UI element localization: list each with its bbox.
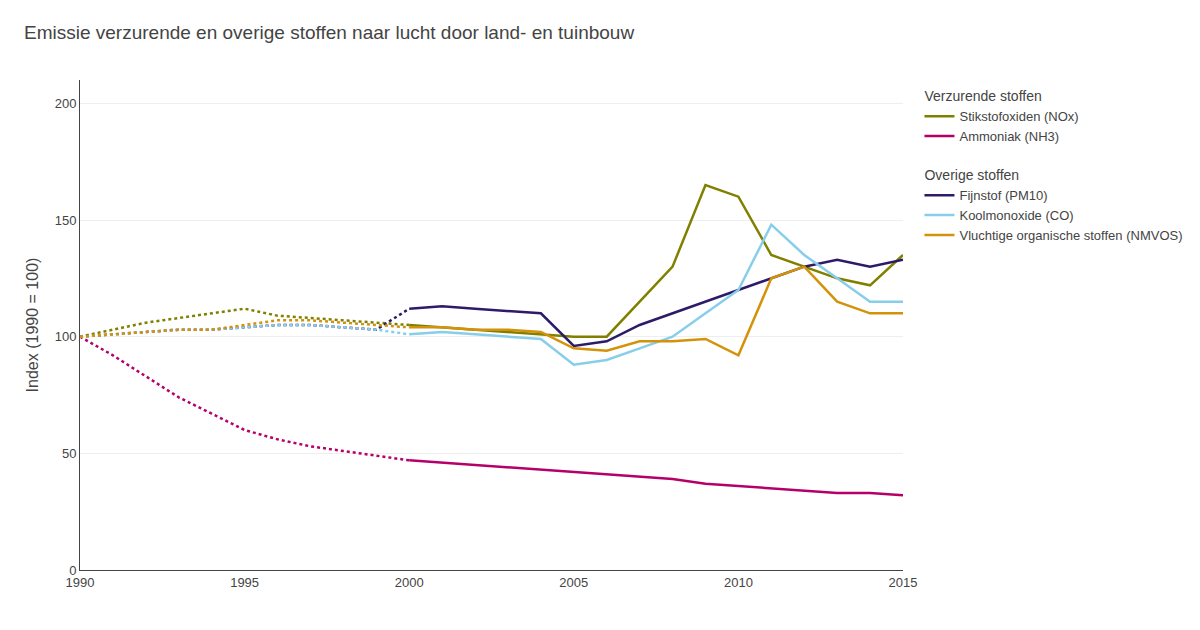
svg-text:Vluchtige organische stoffen (: Vluchtige organische stoffen (NMVOS) [959, 228, 1182, 243]
svg-text:Index (1990 = 100): Index (1990 = 100) [24, 258, 41, 393]
svg-text:Fijnstof (PM10): Fijnstof (PM10) [959, 188, 1047, 203]
svg-text:100: 100 [55, 329, 77, 344]
svg-text:50: 50 [62, 446, 76, 461]
svg-text:Overige stoffen: Overige stoffen [924, 167, 1019, 183]
svg-text:Emissie verzurende en overige: Emissie verzurende en overige stoffen na… [24, 22, 634, 43]
svg-text:150: 150 [55, 213, 77, 228]
svg-text:2015: 2015 [889, 575, 918, 590]
svg-text:2005: 2005 [559, 575, 588, 590]
svg-text:0: 0 [69, 563, 76, 578]
svg-text:1990: 1990 [66, 575, 95, 590]
svg-text:Koolmonoxide (CO): Koolmonoxide (CO) [959, 208, 1073, 223]
svg-text:2010: 2010 [724, 575, 753, 590]
svg-text:1995: 1995 [230, 575, 259, 590]
svg-text:200: 200 [55, 96, 77, 111]
svg-text:Stikstofoxiden (NOx): Stikstofoxiden (NOx) [959, 109, 1078, 124]
svg-text:2000: 2000 [395, 575, 424, 590]
svg-text:Ammoniak (NH3): Ammoniak (NH3) [959, 129, 1059, 144]
svg-text:Verzurende stoffen: Verzurende stoffen [924, 88, 1041, 104]
